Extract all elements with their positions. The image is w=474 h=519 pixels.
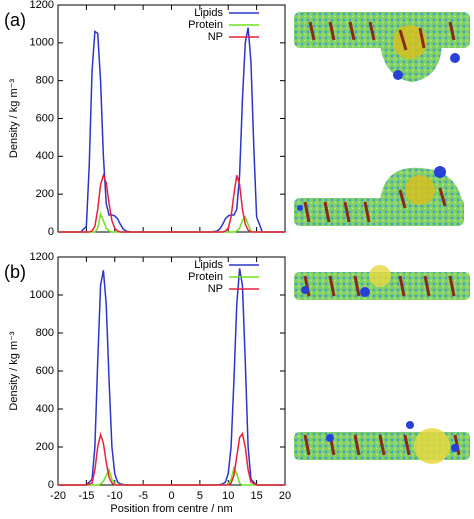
- x-tick-label: -15: [78, 490, 94, 502]
- snapshot: [294, 421, 470, 464]
- legend-label: Protein: [188, 19, 223, 31]
- y-tick-label: 0: [48, 226, 54, 238]
- y-tick-label: 600: [36, 112, 54, 124]
- y-tick-label: 400: [36, 150, 54, 162]
- panel-label: (b): [4, 262, 26, 282]
- data-line: [58, 268, 285, 486]
- x-tick-label: 20: [279, 490, 291, 502]
- x-tick-label: -5: [138, 490, 148, 502]
- y-tick-label: 1200: [30, 251, 54, 263]
- snapshot: [294, 166, 464, 226]
- y-tick-label: 1000: [30, 289, 54, 301]
- legend-label: Lipids: [194, 7, 223, 19]
- y-tick-label: 400: [36, 403, 54, 415]
- y-tick-label: 600: [36, 365, 54, 377]
- legend-label: NP: [208, 283, 223, 295]
- panel-label: (a): [4, 10, 26, 30]
- plot-frame: [57, 256, 286, 486]
- y-tick-label: 200: [36, 441, 54, 453]
- data-line: [58, 27, 285, 233]
- snapshot: [294, 265, 470, 300]
- data-line: [58, 172, 285, 233]
- x-tick-label: -10: [107, 490, 123, 502]
- y-tick-label: 0: [48, 479, 54, 491]
- x-tick-label: 15: [251, 490, 263, 502]
- legend-label: NP: [208, 31, 223, 43]
- plot-frame: [57, 4, 286, 233]
- x-axis-label: Position from centre / nm: [110, 503, 232, 514]
- snapshots: [294, 12, 470, 464]
- y-axis-label: Density / kg m⁻³: [8, 79, 20, 158]
- data-line: [58, 431, 285, 486]
- y-tick-label: 800: [36, 75, 54, 87]
- x-tick-label: -20: [50, 490, 66, 502]
- snapshot: [294, 12, 470, 82]
- legend-label: Protein: [188, 271, 223, 283]
- y-tick-label: 1000: [30, 37, 54, 49]
- y-axis-label: Density / kg m⁻³: [8, 331, 20, 410]
- x-tick-label: 0: [168, 490, 174, 502]
- y-tick-label: 200: [36, 188, 54, 200]
- legend-label: Lipids: [194, 259, 223, 271]
- x-tick-label: 10: [222, 490, 234, 502]
- x-tick-label: 5: [197, 490, 203, 502]
- y-tick-label: 1200: [30, 0, 54, 11]
- y-tick-label: 800: [36, 327, 54, 339]
